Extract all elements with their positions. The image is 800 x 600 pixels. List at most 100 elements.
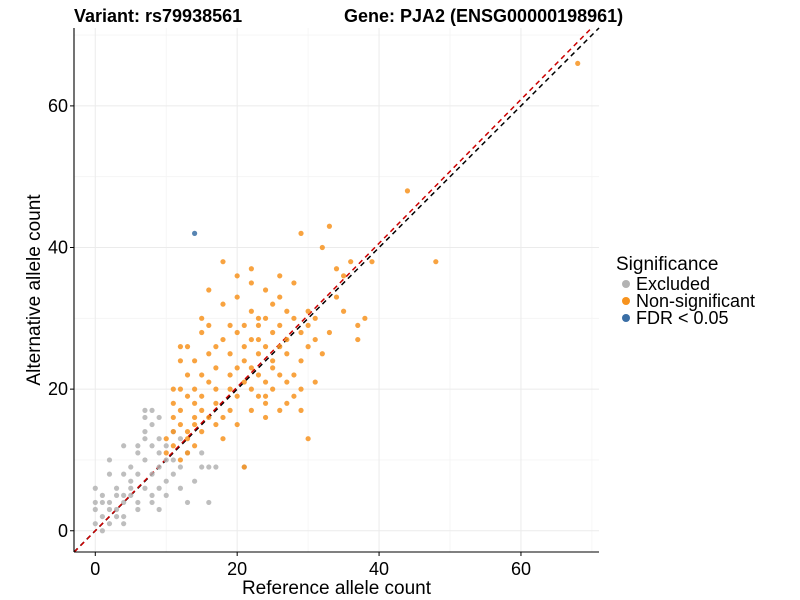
point-excluded [156,414,162,421]
legend-key-fdr [622,314,630,322]
point-excluded [142,429,148,435]
point-non-significant [270,365,276,371]
point-non-significant [184,344,191,350]
point-non-significant [333,266,340,272]
point-excluded [92,506,98,513]
point-excluded [149,443,155,449]
point-non-significant [277,407,283,413]
point-non-significant [170,429,176,435]
point-non-significant [177,344,184,350]
point-non-significant [192,414,198,421]
point-excluded [99,513,105,520]
point-non-significant [163,450,169,456]
point-non-significant [270,301,276,307]
point-excluded [121,499,127,506]
point-non-significant [170,414,176,421]
point-non-significant [248,280,254,286]
point-excluded [156,450,162,456]
point-non-significant [270,329,276,336]
point-non-significant [248,386,254,392]
point-excluded [177,485,184,491]
x-tick-label: 40 [369,559,389,579]
point-excluded [149,421,155,428]
major-gridlines [74,28,599,552]
point-non-significant [220,301,226,307]
point-non-significant [262,287,269,293]
point-excluded [135,471,141,477]
point-excluded [113,485,120,491]
point-non-significant [234,329,240,336]
y-tick-label: 20 [48,379,68,399]
point-non-significant [433,259,439,265]
point-non-significant [177,457,184,463]
point-excluded [121,492,127,498]
point-non-significant [241,464,247,470]
point-non-significant [575,60,581,67]
point-non-significant [362,315,368,321]
y-tick-label: 40 [48,238,68,258]
x-tick-label: 20 [227,559,247,579]
point-non-significant [206,379,212,385]
point-non-significant [305,308,311,314]
point-non-significant [234,393,240,399]
y-tick-label: 60 [48,96,68,116]
point-non-significant [213,386,219,392]
legend-key-non-significant [622,297,630,305]
point-non-significant [199,429,205,435]
point-non-significant [270,386,276,392]
legend-title: Significance [616,254,718,275]
point-excluded [177,464,184,470]
point-non-significant [220,414,226,421]
minor-gridlines [74,28,599,552]
point-non-significant [255,322,262,329]
point-non-significant [234,421,240,428]
point-non-significant [234,273,240,279]
point-non-significant [255,336,262,343]
point-non-significant [291,280,297,286]
point-excluded [92,485,98,491]
point-non-significant [206,287,212,293]
point-non-significant [305,322,311,329]
point-non-significant [241,379,247,385]
point-excluded [92,521,98,527]
legend: Significance Excluded Non-significant FD… [616,254,755,328]
point-non-significant [255,393,262,399]
point-excluded [199,450,205,456]
point-non-significant [340,308,347,314]
point-non-significant [248,365,254,371]
fit-reference-line [73,27,593,553]
point-non-significant [262,344,269,350]
point-excluded [149,492,155,498]
variant-title: Variant: rs79938561 [74,6,242,26]
point-non-significant [177,358,184,364]
y-tick-label: 0 [58,521,68,541]
point-non-significant [270,358,276,364]
point-excluded [106,471,113,477]
point-excluded [142,436,148,442]
point-non-significant [184,393,191,399]
point-non-significant [277,344,283,350]
legend-label-excluded: Excluded [636,274,710,294]
point-excluded [163,457,169,463]
point-non-significant [227,407,233,413]
point-non-significant [284,400,290,406]
point-non-significant [184,450,191,456]
point-excluded [199,464,205,470]
point-excluded [121,513,127,520]
point-non-significant [298,407,304,413]
point-non-significant [369,259,375,265]
point-excluded [213,464,219,470]
point-excluded [184,499,191,506]
point-non-significant [319,244,325,251]
reference-lines [73,27,600,553]
point-non-significant [199,407,205,413]
legend-key-excluded [622,280,630,288]
point-non-significant [184,436,191,442]
point-non-significant [170,386,176,392]
point-non-significant [248,308,254,314]
point-non-significant [262,400,269,406]
point-excluded [142,407,148,413]
point-non-significant [291,315,297,321]
point-non-significant [262,393,269,399]
